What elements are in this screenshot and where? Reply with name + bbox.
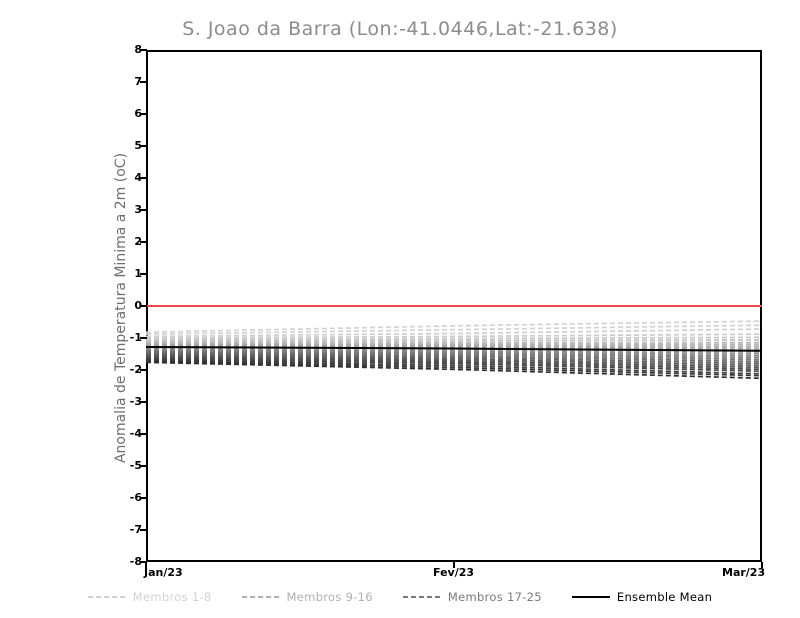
chart-legend: Membros 1-8 Membros 9-16 Membros 17-25 Ense… bbox=[0, 588, 800, 606]
series-line bbox=[146, 357, 762, 373]
y-tick-mark bbox=[140, 497, 147, 499]
series-line bbox=[146, 320, 762, 334]
series-line bbox=[146, 324, 762, 336]
y-tick-mark bbox=[140, 401, 147, 403]
y-tick-label: 1 bbox=[134, 267, 142, 280]
legend-line-icon bbox=[571, 596, 610, 598]
y-tick-mark bbox=[140, 81, 147, 83]
y-tick-label: 5 bbox=[134, 139, 142, 152]
y-tick-mark bbox=[140, 465, 147, 467]
y-tick-label: 8 bbox=[134, 43, 142, 56]
y-tick-label: 0 bbox=[134, 299, 142, 312]
y-tick-mark bbox=[140, 561, 147, 563]
series-line bbox=[146, 340, 762, 344]
x-tick-label: Jan/23 bbox=[144, 566, 183, 579]
series-line bbox=[146, 336, 762, 341]
chart-title: S. Joao da Barra (Lon:-41.0446,Lat:-21.6… bbox=[182, 18, 618, 40]
y-tick-mark bbox=[140, 145, 147, 147]
series-line bbox=[146, 348, 762, 359]
y-tick-label: -3 bbox=[129, 395, 142, 408]
y-tick-mark bbox=[140, 209, 147, 211]
series-line bbox=[146, 342, 762, 348]
legend-label: Membros 1-8 bbox=[132, 590, 212, 604]
x-tick-label: Fev/23 bbox=[433, 566, 475, 579]
y-tick-mark bbox=[140, 337, 147, 339]
y-tick-mark bbox=[140, 529, 147, 531]
series-lines bbox=[146, 320, 762, 380]
legend-item[interactable]: Membros 1-8 bbox=[87, 590, 212, 604]
legend-line-icon bbox=[87, 596, 126, 598]
y-tick-mark bbox=[140, 305, 147, 307]
y-tick-label: -4 bbox=[129, 427, 142, 440]
series-line bbox=[146, 361, 762, 380]
series-line bbox=[146, 347, 762, 357]
series-line bbox=[146, 345, 762, 352]
y-tick-label: -8 bbox=[129, 555, 142, 568]
legend-item[interactable]: Membros 9-16 bbox=[241, 590, 373, 604]
series-line bbox=[146, 351, 762, 363]
y-tick-mark bbox=[140, 433, 147, 435]
y-tick-mark bbox=[140, 177, 147, 179]
series-line bbox=[146, 353, 762, 367]
series-line bbox=[146, 360, 762, 377]
y-tick-mark bbox=[140, 273, 147, 275]
plot-area bbox=[146, 305, 762, 380]
series-line bbox=[146, 358, 762, 375]
y-tick-label: -7 bbox=[129, 523, 142, 536]
y-tick-mark bbox=[140, 369, 147, 371]
y-tick-mark bbox=[140, 241, 147, 243]
legend-label: Membros 9-16 bbox=[286, 590, 373, 604]
legend-item[interactable]: Ensemble Mean bbox=[571, 590, 713, 604]
legend-line-icon bbox=[241, 596, 280, 598]
series-line bbox=[146, 328, 762, 338]
y-tick-label: 3 bbox=[134, 203, 142, 216]
series-line bbox=[146, 355, 762, 369]
series-line bbox=[146, 356, 762, 371]
y-tick-label: 6 bbox=[134, 107, 142, 120]
series-line bbox=[146, 339, 762, 342]
series-line bbox=[146, 333, 762, 339]
y-tick-label: 2 bbox=[134, 235, 142, 248]
y-tick-mark bbox=[140, 113, 147, 115]
series-line bbox=[146, 349, 762, 361]
legend-item[interactable]: Membros 17-25 bbox=[402, 590, 542, 604]
x-tick-mark bbox=[453, 562, 455, 568]
y-axis-tick-labels: 8 7 6 5 4 3 2 1 0 -1 -2 -3 -4 -5 -6 -7 -8 bbox=[104, 0, 142, 618]
y-tick-label: 7 bbox=[134, 75, 142, 88]
legend-line-icon bbox=[402, 596, 441, 598]
y-tick-label: -1 bbox=[129, 331, 142, 344]
y-tick-label: -5 bbox=[129, 459, 142, 472]
y-tick-label: -2 bbox=[129, 363, 142, 376]
y-tick-label: 4 bbox=[134, 171, 142, 184]
series-line bbox=[146, 346, 762, 355]
y-tick-mark bbox=[140, 49, 147, 51]
x-tick-label: Mar/23 bbox=[722, 566, 766, 579]
x-tick-mark bbox=[761, 562, 763, 568]
series-line bbox=[146, 352, 762, 365]
legend-label: Membros 17-25 bbox=[447, 590, 542, 604]
y-tick-label: -6 bbox=[129, 491, 142, 504]
x-tick-mark bbox=[145, 562, 147, 568]
legend-label: Ensemble Mean bbox=[616, 590, 713, 604]
series-line bbox=[146, 341, 762, 346]
series-line bbox=[146, 343, 762, 350]
